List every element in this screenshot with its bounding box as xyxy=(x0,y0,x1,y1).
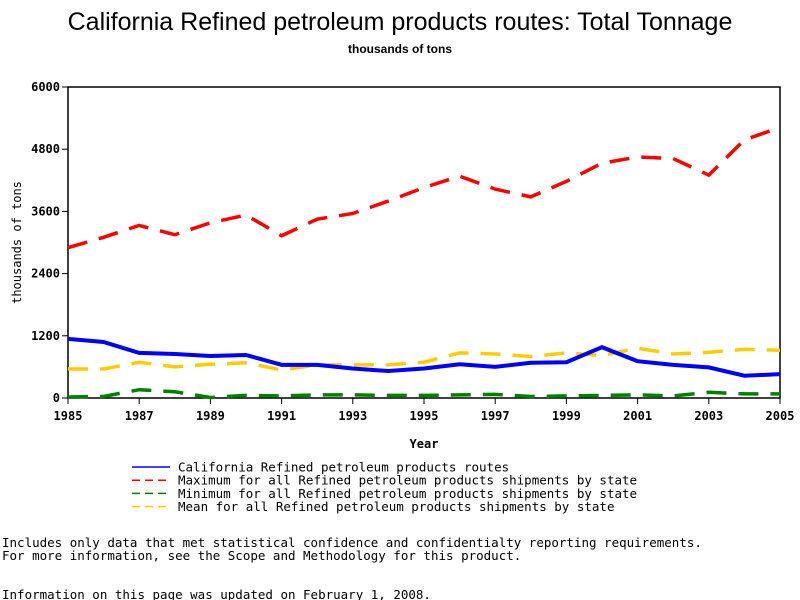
footnote-updated: Information on this page was updated on … xyxy=(2,587,431,600)
y-tick-label: 4800 xyxy=(31,142,60,156)
y-tick-label: 6000 xyxy=(31,80,60,94)
plot-frame xyxy=(67,86,781,399)
x-tick-label: 1985 xyxy=(54,409,83,423)
footnote-confidence: Includes only data that met statistical … xyxy=(2,535,702,550)
x-axis-label: Year xyxy=(410,437,439,451)
legend-label-0: California Refined petroleum products ro… xyxy=(178,460,509,475)
series-line-0 xyxy=(67,336,781,378)
x-tick-label: 1989 xyxy=(196,409,225,423)
x-tick-label: 2001 xyxy=(623,409,652,423)
x-tick-label: 2005 xyxy=(766,409,795,423)
legend-label-1: Maximum for all Refined petroleum produc… xyxy=(178,473,637,488)
legend-label-3: Mean for all Refined petroleum products … xyxy=(178,499,615,514)
y-tick-label: 2400 xyxy=(31,267,60,281)
x-tick-label: 1997 xyxy=(481,409,510,423)
footnote-methodology: For more information, see the Scope and … xyxy=(2,548,522,563)
y-axis-label: thousands of tons xyxy=(10,181,24,304)
x-tick-label: 2003 xyxy=(694,409,723,423)
x-tick-label: 1991 xyxy=(267,409,296,423)
y-tick-label: 1200 xyxy=(31,329,60,343)
x-tick-label: 1995 xyxy=(410,409,439,423)
legend-label-2: Minimum for all Refined petroleum produc… xyxy=(178,486,637,501)
x-tick-label: 1993 xyxy=(338,409,367,423)
series-line-2 xyxy=(67,387,780,400)
x-tick-label: 1999 xyxy=(552,409,581,423)
x-tick-label: 1987 xyxy=(125,409,154,423)
chart-subtitle: thousands of tons xyxy=(348,42,452,56)
y-tick-label: 3600 xyxy=(31,204,60,218)
y-tick-label: 0 xyxy=(53,391,60,405)
chart-title: California Refined petroleum products ro… xyxy=(67,8,733,36)
